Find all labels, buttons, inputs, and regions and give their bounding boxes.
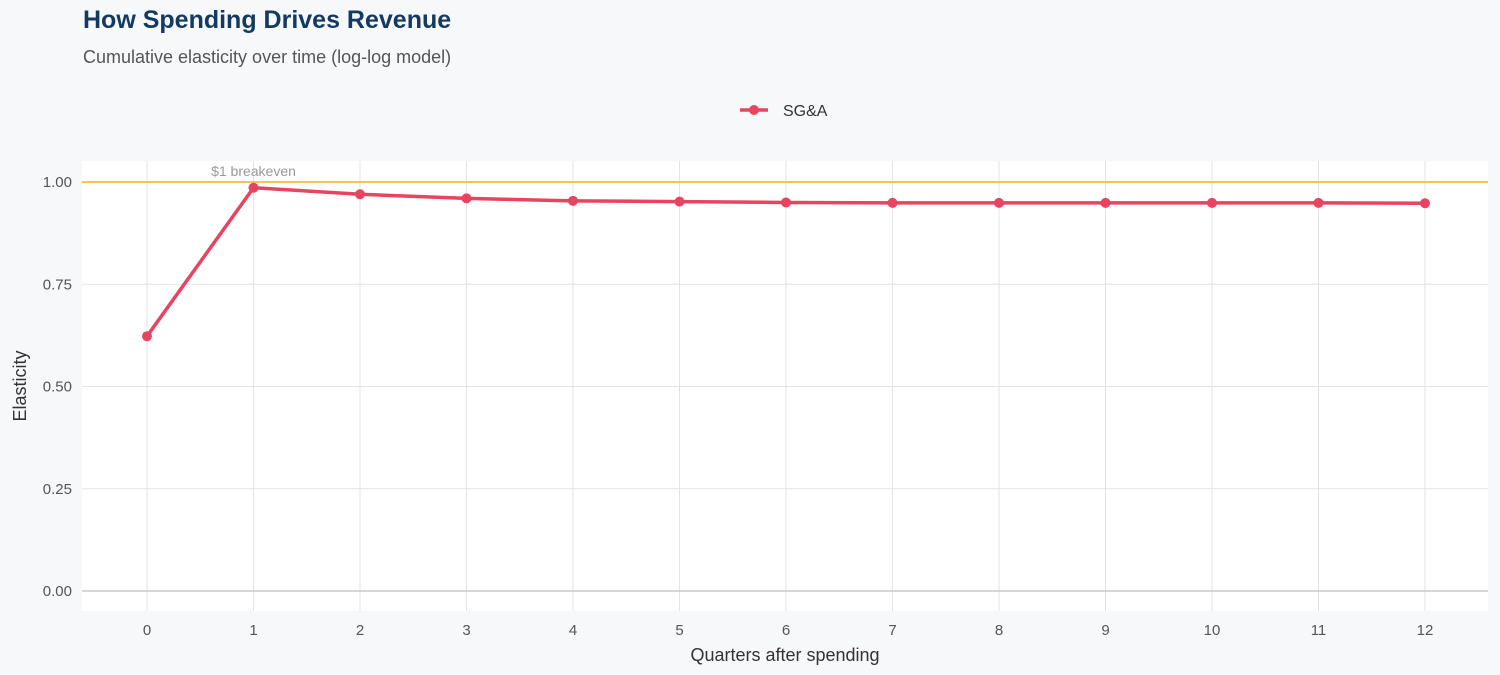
y-tick-label: 0.50: [43, 379, 72, 396]
y-tick-label: 0.75: [43, 276, 72, 293]
legend: SG&A: [740, 103, 828, 120]
chart-subtitle: Cumulative elasticity over time (log-log…: [83, 47, 452, 67]
data-point: [1420, 198, 1430, 209]
data-point: [781, 197, 791, 208]
data-point: [1313, 197, 1324, 208]
data-point: [1207, 197, 1217, 208]
data-point: [248, 182, 259, 193]
x-tick-label: 8: [995, 622, 1003, 639]
breakeven-label: $1 breakeven: [211, 163, 296, 179]
x-tick-label: 12: [1417, 622, 1434, 639]
x-tick-label: 0: [143, 622, 151, 639]
y-tick-label: 0.25: [43, 481, 72, 498]
x-tick-label: 11: [1311, 622, 1327, 639]
x-tick-label: 9: [1101, 622, 1109, 639]
chart-title: How Spending Drives Revenue: [83, 6, 452, 34]
x-tick-label: 1: [249, 622, 257, 639]
data-point: [568, 195, 578, 206]
x-tick-label: 3: [462, 622, 470, 639]
data-point: [355, 189, 365, 200]
x-tick-label: 4: [569, 622, 577, 639]
y-tick-label: 0.00: [43, 583, 72, 600]
legend-marker: [749, 105, 759, 115]
x-axis-label: Quarters after spending: [690, 645, 879, 665]
y-axis-label: Elasticity: [10, 350, 30, 421]
data-point: [887, 197, 898, 208]
legend-label: SG&A: [783, 103, 828, 120]
x-tick-label: 2: [356, 622, 364, 639]
x-tick-label: 5: [675, 622, 683, 639]
data-point: [461, 193, 472, 204]
data-point: [674, 196, 685, 207]
x-tick-label: 7: [888, 622, 896, 639]
x-tick-label: 10: [1204, 622, 1221, 639]
data-point: [1100, 197, 1111, 208]
y-tick-label: 1.00: [43, 174, 72, 191]
x-tick-label: 6: [782, 622, 790, 639]
data-point: [994, 197, 1004, 208]
data-point: [142, 331, 152, 342]
